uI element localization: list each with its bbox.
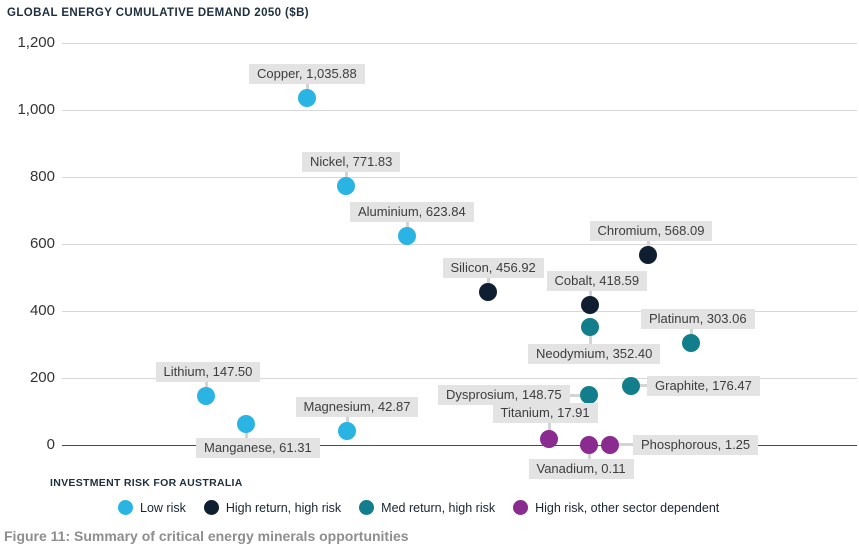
gridline (62, 43, 857, 44)
data-point-titanium (540, 430, 558, 448)
legend-label: High risk, other sector dependent (535, 500, 720, 515)
legend-label: High return, high risk (225, 500, 342, 515)
data-point-label-cobalt: Cobalt, 418.59 (546, 270, 648, 291)
gridline (62, 244, 857, 245)
data-point-label-manganese: Manganese, 61.31 (196, 438, 320, 459)
data-point-label-titanium: Titanium, 17.91 (492, 403, 598, 423)
data-point-label-silicon: Silicon, 456.92 (442, 257, 544, 278)
data-point-nickel (337, 177, 355, 196)
data-point-phosphorous (601, 435, 619, 454)
legend-item-med-return: Med return, high risk (359, 500, 495, 515)
y-axis-tick-label: 1,000 (17, 101, 55, 118)
data-point-chromium (639, 245, 657, 264)
data-point-magnesium (338, 421, 356, 440)
data-point-label-vanadium: Vanadium, 0.11 (528, 458, 634, 479)
data-point-label-copper: Copper, 1,035.88 (249, 63, 365, 84)
data-point-aluminium (398, 227, 416, 245)
data-point-cobalt (581, 295, 599, 314)
y-axis-tick-label: 600 (29, 235, 55, 252)
legend-label: Med return, high risk (381, 500, 496, 515)
data-point-label-platinum: Platinum, 303.06 (641, 309, 755, 330)
legend-swatch-icon (118, 500, 133, 515)
label-connector-line (610, 443, 633, 447)
label-connector-line (570, 393, 589, 397)
legend: Low risk High return, high risk Med return… (118, 500, 719, 515)
data-point-lithium (197, 386, 215, 405)
gridline (62, 110, 857, 111)
legend-item-high-return: High return, high risk (203, 500, 342, 515)
legend-swatch-icon (203, 500, 219, 515)
data-point-label-dysprosium: Dysprosium, 148.75 (438, 385, 570, 406)
data-point-graphite (622, 376, 640, 395)
data-point-label-phosphorous: Phosphorous, 1.25 (633, 434, 759, 455)
data-point-label-graphite: Graphite, 176.47 (647, 375, 760, 396)
data-point-silicon (479, 282, 497, 301)
gridline (62, 378, 857, 379)
legend-item-low: Low risk (118, 500, 186, 515)
data-point-neodymium (581, 317, 599, 336)
gridline (62, 311, 857, 312)
data-point-label-aluminium: Aluminium, 623.84 (350, 202, 474, 222)
gridline (62, 177, 857, 178)
data-point-label-magnesium: Magnesium, 42.87 (295, 396, 419, 417)
y-axis-tick-label: 400 (29, 302, 55, 319)
scatter-plot: 1,200 1,000 800 600 400 200 0 Copper, 1,035.88 N… (17, 34, 857, 479)
y-axis-tick-label: 800 (29, 168, 55, 185)
y-axis-tick-label: 1,200 (17, 34, 55, 51)
figure-caption: Figure 11: Summary of critical energy mi… (4, 528, 409, 544)
x-axis-line (62, 444, 857, 446)
data-point-label-neodymium: Neodymium, 352.40 (528, 343, 661, 364)
data-point-label-chromium: Chromium, 568.09 (589, 220, 713, 241)
data-point-platinum (682, 334, 700, 353)
legend-swatch-icon (513, 500, 529, 515)
y-axis-tick-label: 200 (29, 369, 55, 386)
data-point-manganese (237, 415, 255, 434)
legend-item-other-sector: High risk, other sector dependent (513, 500, 719, 515)
y-axis-tick-label: 0 (46, 436, 55, 453)
legend-label: Low risk (140, 500, 186, 515)
legend-title: INVESTMENT RISK FOR AUSTRALIA (50, 477, 243, 489)
data-point-dysprosium (580, 386, 598, 405)
chart-title: GLOBAL ENERGY CUMULATIVE DEMAND 2050 ($B… (7, 7, 310, 19)
data-point-label-lithium: Lithium, 147.50 (155, 361, 261, 382)
legend-swatch-icon (359, 500, 375, 515)
data-point-copper (298, 88, 316, 107)
data-point-label-nickel: Nickel, 771.83 (302, 152, 401, 173)
data-point-vanadium (580, 435, 598, 454)
